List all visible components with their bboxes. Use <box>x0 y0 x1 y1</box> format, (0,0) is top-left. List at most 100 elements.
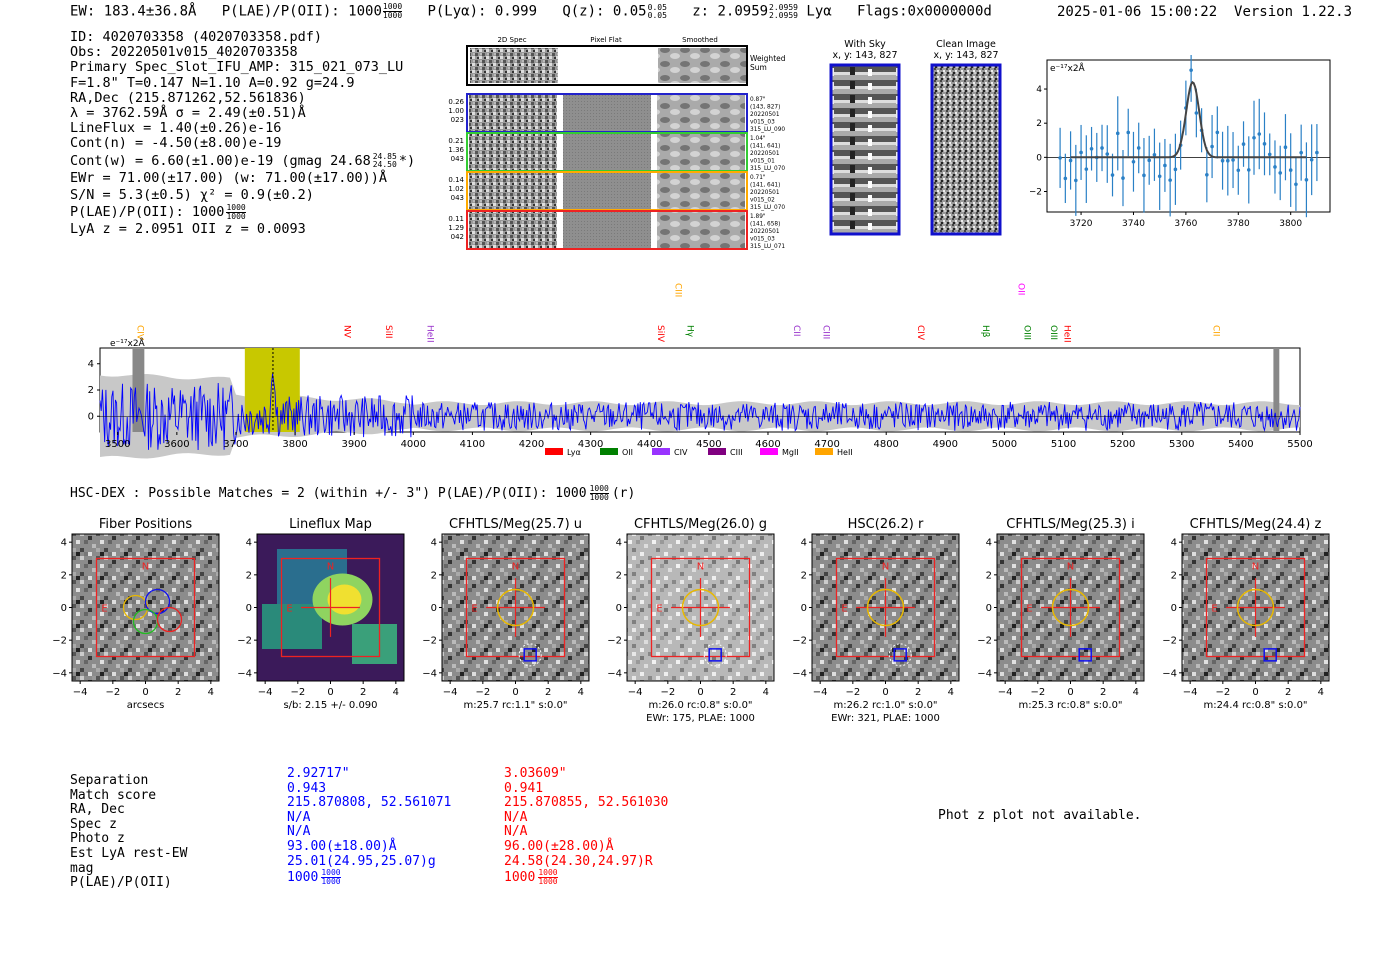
panel-ytick-label: 2 <box>246 570 252 581</box>
zoom-point <box>1309 157 1314 162</box>
full-xtick-label: 5400 <box>1228 439 1253 450</box>
match-value: 93.00(±18.00)Å <box>287 838 397 854</box>
info-radec: RA,Dec (215.871262,52.561836) <box>70 89 306 106</box>
header-plya: P(Lyα): 0.999 <box>427 3 538 20</box>
search-box <box>1205 557 1306 658</box>
catalog-match-box <box>1078 648 1092 662</box>
match-value: 215.870855, 52.561030 <box>504 795 669 811</box>
aperture-circle <box>681 588 720 627</box>
match-row-label: P(LAE)/P(OII) <box>70 875 172 891</box>
zoom-point <box>1157 174 1162 179</box>
panel-caption: m:26.0 rc:0.8" s:0.0" <box>648 700 752 711</box>
header-ew: EW: 183.4±36.8Å <box>70 3 197 20</box>
full-xtick-label: 4500 <box>696 439 721 450</box>
header-right: 2025-01-06 15:00:22 Version 1.22.3 <box>1057 4 1352 20</box>
full-xtick-label: 5500 <box>1287 439 1312 450</box>
panel-image <box>72 534 219 681</box>
match-value: 96.00(±28.00)Å <box>504 838 614 854</box>
zoom-point <box>1194 111 1199 115</box>
zoom-point <box>1142 173 1146 178</box>
hsc-header: HSC-DEX : Possible Matches = 2 (within +… <box>70 485 635 502</box>
match-value: 25.01(24.95,25.07)g <box>287 853 436 869</box>
match-value: 0.943 <box>287 780 327 796</box>
panel-xtick-label: −2 <box>290 687 305 698</box>
match-row-label: mag <box>70 860 94 876</box>
info-lambda: λ = 3762.59Å σ = 2.49(±0.51)Å <box>70 105 306 122</box>
cutout-right-label: 1.04" <box>750 136 766 142</box>
catalog-match-box <box>523 648 537 662</box>
zoom-fit-curve <box>1070 80 1307 159</box>
panel-xtick-label: 2 <box>545 687 551 698</box>
with-sky-xy: x, y: 143, 827 <box>832 50 897 61</box>
spectral-line-label: CII <box>1211 325 1221 337</box>
match-plae-value: 1000 <box>504 870 536 886</box>
zoom-point <box>1278 171 1283 175</box>
full-xtick-label: 4000 <box>401 439 426 450</box>
zoom-frame <box>1046 59 1331 213</box>
legend-label: MgII <box>782 448 799 457</box>
panel-ytick-label: −4 <box>1162 668 1177 679</box>
panel-ytick-label: 4 <box>801 538 807 549</box>
lineflux-blob <box>352 624 397 664</box>
legend-swatch <box>760 448 778 455</box>
panel-ytick-label: −4 <box>792 668 807 679</box>
panel-xtick-label: 2 <box>1285 687 1291 698</box>
zoom-ytick-label: −2 <box>1030 188 1042 198</box>
panel-xtick-label: 2 <box>360 687 366 698</box>
info-contn: Cont(n) = -4.50(±8.00)e-19 <box>70 135 282 152</box>
east-label: E <box>841 604 847 615</box>
cutout-right-label: 0.71" <box>750 175 766 181</box>
with-sky-title: With Sky <box>844 39 886 50</box>
north-label: N <box>512 562 519 573</box>
cutout-2d <box>469 133 557 170</box>
panel-ytick-label: −2 <box>1162 636 1177 647</box>
full-xtick-label: 5000 <box>992 439 1017 450</box>
info-contw-end: *) <box>398 152 416 169</box>
full-mask-right <box>1273 348 1280 432</box>
aperture-circle <box>1051 588 1090 627</box>
east-label: E <box>656 604 662 615</box>
cutout-left-label: 0.14 <box>448 176 464 184</box>
zoom-point <box>1226 158 1230 163</box>
match-plae-value: 1000 <box>287 870 319 886</box>
zoom-point <box>1136 146 1141 150</box>
panel-xtick-label: 4 <box>1318 687 1324 698</box>
header-qz-sup: 0.05 <box>647 2 667 12</box>
clean-xy: x, y: 143, 827 <box>933 50 998 61</box>
match-value: 3.03609" <box>504 766 567 781</box>
zoom-ytick-label: 2 <box>1036 119 1042 129</box>
header-plae-sup: 1000 <box>382 2 403 12</box>
cutout-right-label: 315_LU_070 <box>750 166 785 172</box>
panel-xtick-label: −2 <box>660 687 675 698</box>
aperture-circle <box>866 588 905 627</box>
panel-xtick-label: −4 <box>258 687 273 698</box>
legend-swatch <box>815 448 833 455</box>
cutout-right-label: (141, 658) <box>750 222 780 228</box>
zoom-point <box>1220 158 1225 163</box>
search-box <box>1020 557 1121 658</box>
panel-xtick-label: −4 <box>443 687 458 698</box>
full-xtick-label: 3600 <box>164 439 189 450</box>
match-col-1: 2.92717" 0.943 215.870808, 52.561071 N/A N/A… <box>287 766 451 886</box>
match-row-label: Match score <box>70 787 157 803</box>
info-params: F=1.8" T=0.147 N=1.10 A=0.92 g=24.9 <box>70 74 355 91</box>
cutout-left-label: 0.11 <box>448 215 464 223</box>
panel-xtick-label: 2 <box>730 687 736 698</box>
zoom-ytick-label: 4 <box>1036 85 1042 95</box>
hsc-sub: 1000 <box>589 493 609 502</box>
full-xtick-label: 4300 <box>578 439 603 450</box>
info-ewr: EWr = 71.00(±17.00) (w: 71.00(±17.00))Å <box>70 169 387 186</box>
detection-info: ID: 4020703358 (4020703358.pdf) Obs: 202… <box>70 29 416 237</box>
panel-ytick-label: 4 <box>1171 538 1177 549</box>
zoom-point <box>1163 163 1167 168</box>
panel-ytick-label: 2 <box>801 570 807 581</box>
info-plae-sub: 1000 <box>226 211 246 221</box>
info-contw-sub: 24.50 <box>372 159 397 169</box>
spectral-line-label: NV <box>342 325 352 339</box>
zoom-ytick-label: 0 <box>1036 153 1042 163</box>
col-smoothed: Smoothed <box>682 36 718 44</box>
panel-ytick-label: 2 <box>1171 570 1177 581</box>
panel-caption-2: EWr: 175, PLAE: 1000 <box>646 713 755 724</box>
east-label: E <box>471 604 477 615</box>
cutout-left-label: 042 <box>451 233 464 241</box>
